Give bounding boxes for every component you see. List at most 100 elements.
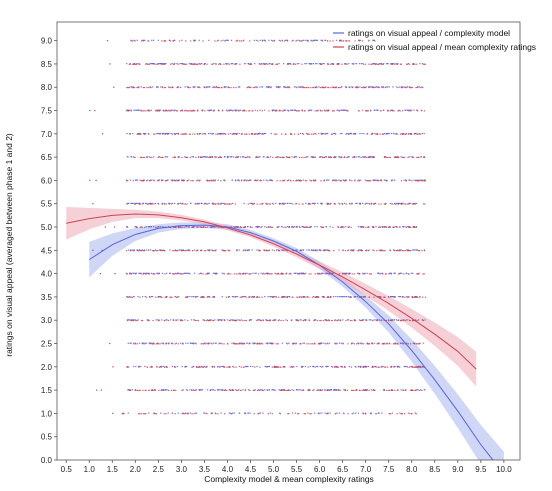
scatter-point	[300, 40, 302, 42]
scatter-point	[269, 412, 271, 414]
scatter-point	[239, 109, 241, 111]
scatter-point	[338, 63, 340, 65]
scatter-point	[389, 110, 391, 112]
scatter-point	[272, 109, 275, 111]
scatter-point	[344, 273, 346, 275]
scatter-point	[238, 179, 240, 181]
scatter-point	[232, 319, 234, 322]
scatter-point	[303, 110, 306, 112]
scatter-point	[293, 342, 296, 344]
scatter-point	[298, 413, 300, 415]
scatter-point	[319, 273, 321, 275]
scatter-point	[400, 86, 403, 89]
scatter-point	[237, 389, 239, 392]
scatter-point	[412, 226, 414, 228]
scatter-point	[387, 63, 389, 65]
scatter-point	[388, 86, 390, 88]
scatter-point	[350, 366, 353, 368]
scatter-point	[165, 203, 167, 205]
scatter-point	[150, 63, 153, 65]
scatter-point	[156, 343, 158, 345]
scatter-point	[162, 389, 165, 392]
scatter-point	[204, 226, 207, 228]
scatter-point	[130, 250, 132, 252]
scatter-point	[279, 180, 281, 182]
scatter-point	[328, 156, 330, 159]
scatter-point	[159, 343, 161, 345]
scatter-point	[150, 272, 153, 274]
scatter-point	[209, 226, 212, 228]
scatter-point	[268, 365, 270, 368]
scatter-point	[292, 343, 294, 345]
scatter-point	[206, 319, 209, 321]
scatter-point	[302, 203, 304, 205]
scatter-point	[262, 133, 264, 135]
scatter-point	[160, 250, 162, 252]
scatter-point	[206, 296, 209, 298]
scatter-point	[171, 202, 174, 205]
scatter-point	[391, 109, 394, 111]
scatter-point	[139, 389, 141, 392]
scatter-point	[278, 273, 280, 275]
scatter-point	[231, 342, 233, 344]
scatter-point	[297, 319, 299, 322]
scatter-point	[301, 226, 303, 228]
scatter-point	[258, 250, 261, 252]
scatter-point	[185, 342, 187, 344]
scatter-point	[367, 250, 370, 252]
scatter-point	[126, 86, 128, 89]
scatter-point	[211, 389, 213, 391]
scatter-point	[133, 63, 136, 65]
scatter-point	[224, 250, 227, 252]
scatter-point	[220, 342, 222, 344]
scatter-point	[357, 343, 360, 345]
scatter-point	[130, 109, 132, 111]
scatter-point	[254, 63, 256, 65]
scatter-point	[364, 272, 366, 274]
scatter-point	[307, 389, 309, 392]
scatter-point	[363, 389, 365, 392]
scatter-point	[162, 365, 164, 368]
scatter-point	[317, 110, 319, 112]
scatter-point	[408, 226, 410, 228]
scatter-point	[360, 319, 362, 322]
scatter-point	[201, 366, 203, 368]
scatter-point	[328, 342, 331, 344]
scatter-point	[136, 226, 138, 228]
scatter-point	[249, 342, 251, 344]
scatter-point	[142, 273, 145, 275]
scatter-point	[240, 342, 242, 344]
scatter-point	[365, 156, 368, 159]
scatter-point	[240, 296, 243, 298]
scatter-point	[207, 132, 210, 135]
scatter-point	[260, 319, 262, 322]
scatter-point	[313, 389, 315, 391]
scatter-point	[355, 366, 357, 368]
scatter-point	[264, 365, 266, 368]
scatter-point	[269, 63, 271, 65]
scatter-point	[327, 110, 330, 112]
scatter-point	[401, 203, 403, 205]
scatter-point	[389, 413, 392, 415]
scatter-point	[242, 366, 245, 368]
scatter-point	[367, 365, 370, 368]
scatter-point	[190, 180, 192, 182]
scatter-point	[312, 86, 314, 89]
scatter-point	[154, 389, 156, 392]
scatter-point	[360, 156, 362, 159]
scatter-point	[332, 40, 334, 42]
scatter-point	[414, 226, 416, 228]
scatter-point	[329, 40, 331, 42]
scatter-point	[363, 226, 365, 228]
scatter-point	[371, 366, 373, 368]
scatter-point	[389, 226, 391, 228]
scatter-point	[358, 156, 360, 158]
scatter-point	[180, 249, 182, 251]
scatter-point	[203, 412, 205, 414]
scatter-point	[258, 63, 260, 65]
scatter-point	[295, 156, 297, 158]
scatter-point	[320, 249, 322, 251]
scatter-point	[309, 226, 312, 228]
scatter-point	[187, 272, 189, 274]
scatter-point	[173, 109, 175, 111]
